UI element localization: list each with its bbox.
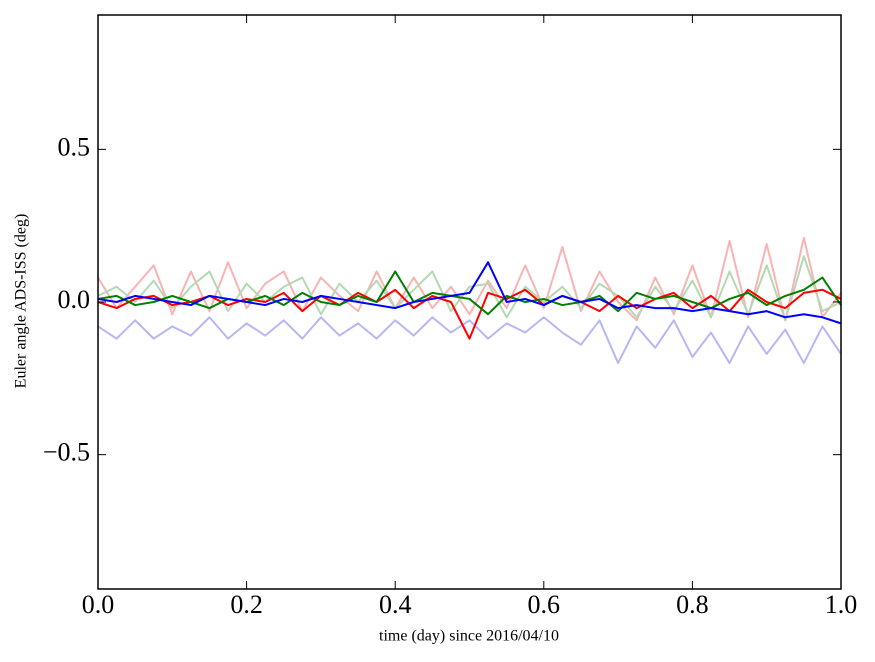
x-axis-label: time (day) since 2016/04/10 — [379, 628, 559, 645]
series-line — [97, 236, 842, 322]
series-line — [97, 270, 842, 316]
y-tick-label: 0.5 — [58, 132, 91, 161]
series-line — [97, 261, 842, 325]
x-tick-label: 0.6 — [528, 590, 561, 619]
x-tick-label: 0.2 — [230, 590, 263, 619]
plot-frame — [97, 14, 842, 590]
x-tick-label: 0.0 — [82, 590, 115, 619]
y-tick-label: 0.0 — [58, 285, 91, 314]
x-tick-label: 0.4 — [379, 590, 412, 619]
x-tick-label: 0.8 — [676, 590, 709, 619]
y-axis-label: Euler angle ADS-ISS (deg) — [13, 214, 30, 389]
x-tick-label: 1.0 — [825, 590, 858, 619]
y-tick-label: −0.5 — [43, 438, 90, 467]
series-line — [97, 316, 842, 365]
